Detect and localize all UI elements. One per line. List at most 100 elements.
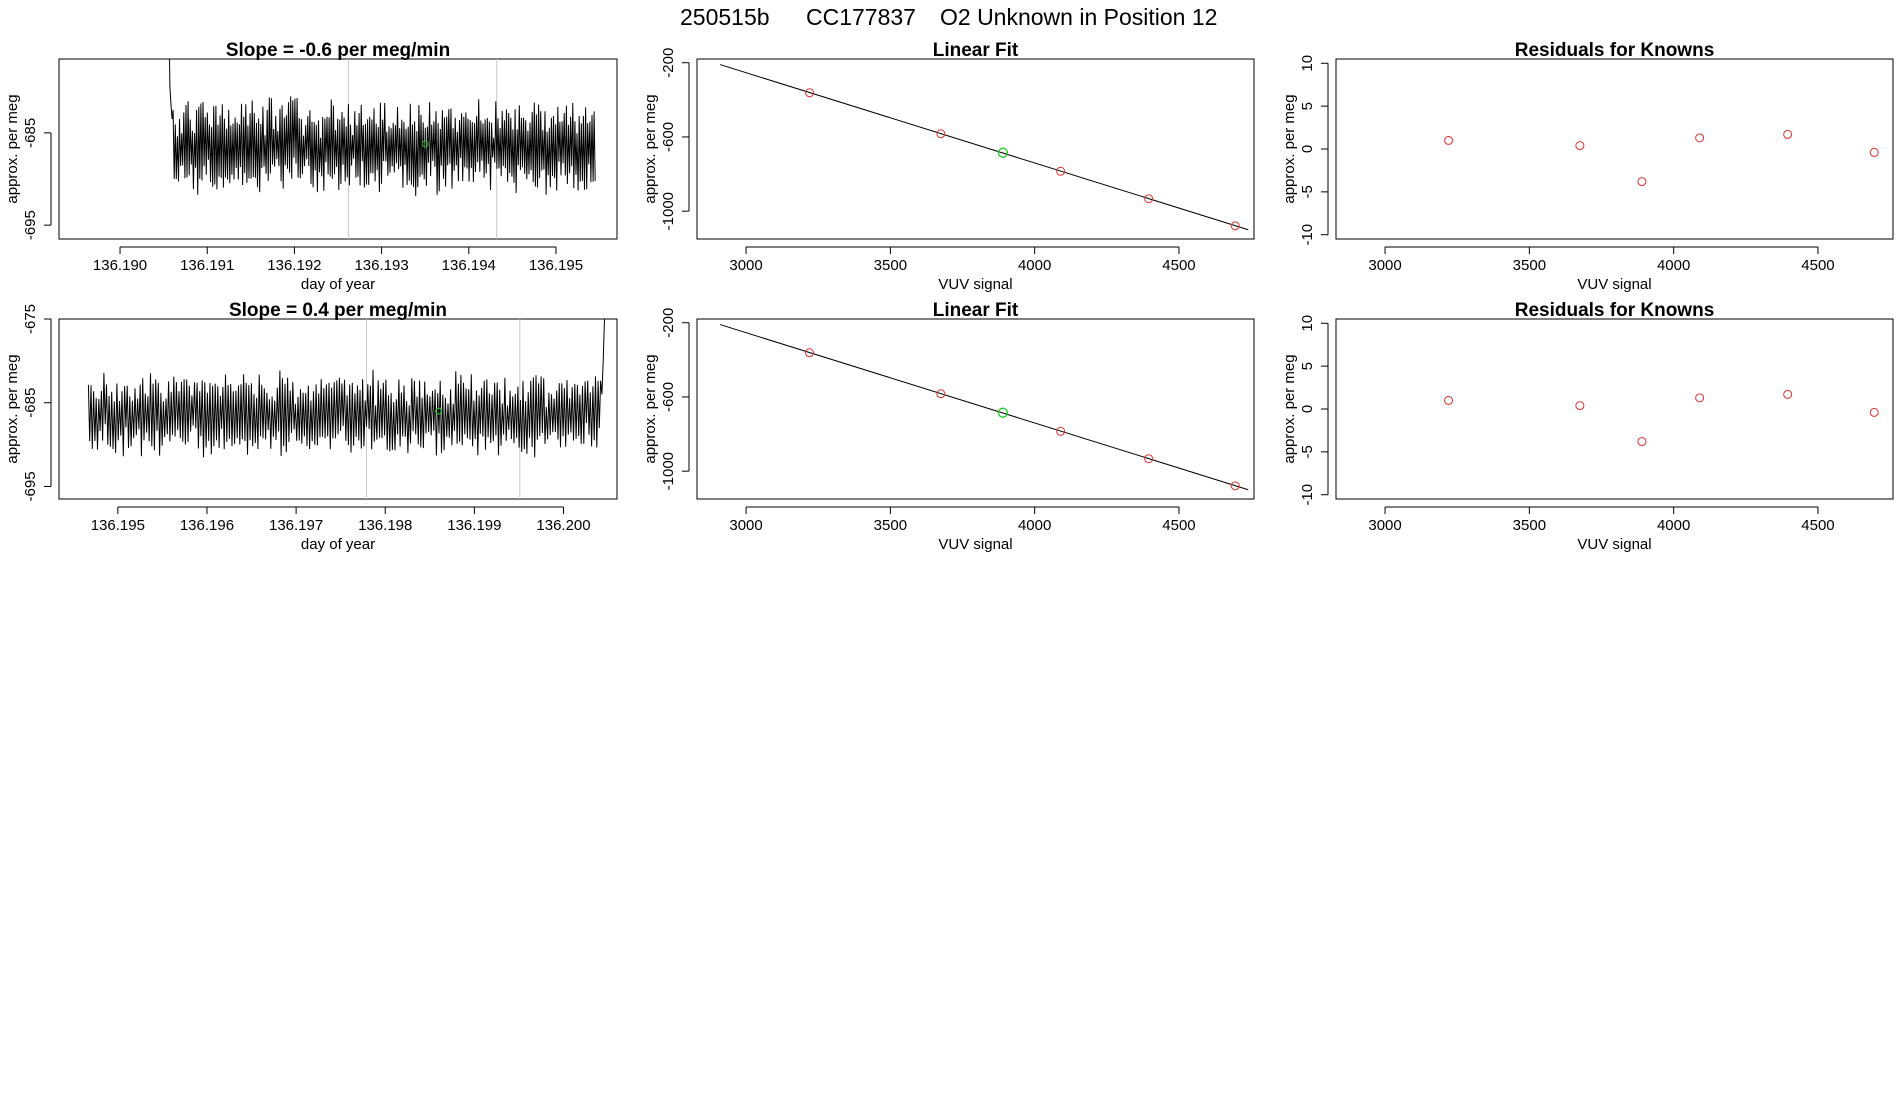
panel-3: Residuals for Knowns 3000 3500 4000 4500 VUV …	[1281, 40, 1894, 293]
known-point	[1783, 129, 1793, 139]
header-run-id: 250515b	[680, 4, 770, 30]
y-tick-label: -5	[1299, 185, 1316, 198]
x-tick-label: 4500	[1801, 517, 1834, 534]
panel-title: Slope = -0.6 per meg/min	[226, 40, 450, 61]
known-point	[936, 389, 946, 399]
y-tick-label: 10	[1299, 55, 1316, 72]
x-tick-label: 3000	[1368, 517, 1401, 534]
y-tick-label: -600	[660, 122, 677, 152]
y-tick-label: -685	[22, 118, 39, 148]
y-tick-label: -695	[22, 210, 39, 240]
fit-line	[719, 64, 1249, 231]
x-tick-label: 3500	[1513, 517, 1546, 534]
panel-title: Linear Fit	[933, 40, 1019, 61]
panel-title: Residuals for Knowns	[1515, 300, 1715, 321]
x-tick-label: 136.198	[358, 517, 412, 534]
x-tick-label: 136.197	[269, 517, 323, 534]
known-point	[1783, 389, 1793, 399]
x-tick-label: 3000	[1368, 257, 1401, 274]
panel-title: Linear Fit	[933, 300, 1019, 321]
y-tick-label: -1000	[660, 192, 677, 230]
y-axis-title: approx. per meg	[4, 94, 21, 203]
y-tick-label: -695	[22, 471, 39, 501]
data-trace	[169, 59, 596, 197]
x-tick-label: 4500	[1162, 517, 1195, 534]
y-axis-title: approx. per meg	[1281, 94, 1298, 203]
known-point	[936, 129, 946, 139]
x-axis-title: VUV signal	[1577, 536, 1651, 553]
plot-frame	[1335, 318, 1894, 500]
known-point	[1230, 481, 1240, 491]
x-tick-label: 136.195	[529, 257, 583, 274]
fit-line	[719, 324, 1249, 491]
x-tick-label: 4000	[1657, 257, 1690, 274]
known-point	[1444, 395, 1454, 405]
x-tick-label: 3500	[874, 517, 907, 534]
plot-frame	[696, 318, 1255, 500]
x-tick-label: 4000	[1657, 517, 1690, 534]
y-tick-label: -675	[22, 304, 39, 334]
y-tick-label: 10	[1299, 315, 1316, 332]
x-axis-title: VUV signal	[938, 536, 1012, 553]
known-point	[1869, 147, 1879, 157]
x-axis-title: VUV signal	[938, 276, 1012, 293]
known-point	[1056, 426, 1066, 436]
panel-title: Slope = 0.4 per meg/min	[229, 300, 447, 321]
x-tick-label: 136.191	[180, 257, 234, 274]
x-axis: 3000 3500 4000 4500 VUV signal	[1368, 506, 1835, 553]
y-tick-label: -200	[660, 48, 677, 78]
plot-area	[1444, 389, 1879, 447]
plot-area	[1444, 129, 1879, 187]
y-tick-label: -10	[1299, 224, 1316, 246]
x-tick-label: 4500	[1801, 257, 1834, 274]
y-tick-label: 5	[1299, 102, 1316, 110]
y-tick-label: -200	[660, 308, 677, 338]
x-axis: 3000 3500 4000 4500 VUV signal	[729, 246, 1196, 293]
x-tick-label: 136.195	[91, 517, 145, 534]
y-axis-title: approx. per meg	[1281, 354, 1298, 463]
y-tick-label: 5	[1299, 362, 1316, 370]
known-point	[1637, 437, 1647, 447]
x-tick-label: 3500	[1513, 257, 1546, 274]
panel-1: Slope = -0.6 per meg/min 136.190 136.191 13…	[4, 40, 618, 293]
known-point	[1056, 166, 1066, 176]
known-point	[1144, 454, 1154, 464]
y-tick-label: -10	[1299, 484, 1316, 506]
plot-frame	[696, 58, 1255, 240]
y-tick-label: -600	[660, 382, 677, 412]
y-tick-label: 0	[1299, 405, 1316, 413]
y-axis: -695 -685 -675 approx. per meg	[4, 304, 52, 501]
plot-area	[719, 64, 1249, 231]
unknown-point	[997, 407, 1009, 418]
panel-6: Residuals for Knowns 3000 3500 4000 4500 VUV …	[1281, 300, 1894, 553]
known-point	[1230, 221, 1240, 231]
x-tick-label: 136.196	[180, 517, 234, 534]
x-tick-label: 136.190	[93, 257, 147, 274]
unknown-point	[997, 147, 1009, 158]
known-point	[1444, 135, 1454, 145]
x-tick-label: 3500	[874, 257, 907, 274]
unknown-marker	[435, 407, 443, 415]
x-axis-title: VUV signal	[1577, 276, 1651, 293]
x-tick-label: 4000	[1018, 517, 1051, 534]
plot-frame	[1335, 58, 1894, 240]
x-tick-label: 136.194	[442, 257, 496, 274]
plot-frame	[58, 318, 618, 500]
panel-2: Linear Fit 3000 3500 4000 4500 VUV signal -200…	[642, 40, 1255, 293]
panel-4: Slope = 0.4 per meg/min 136.195 136.196 136…	[4, 300, 618, 553]
known-point	[1695, 393, 1705, 403]
plot-frame	[58, 58, 618, 240]
known-point	[1575, 401, 1585, 411]
x-axis-title: day of year	[301, 276, 375, 293]
x-tick-label: 4500	[1162, 257, 1195, 274]
known-point	[805, 88, 815, 98]
known-point	[1637, 177, 1647, 187]
x-axis: 3000 3500 4000 4500 VUV signal	[1368, 246, 1835, 293]
header-description: O2 Unknown in Position 12	[940, 4, 1217, 30]
x-axis: 136.195 136.196 136.197 136.198 136.199 136.2…	[91, 506, 591, 553]
y-tick-label: -685	[22, 388, 39, 418]
